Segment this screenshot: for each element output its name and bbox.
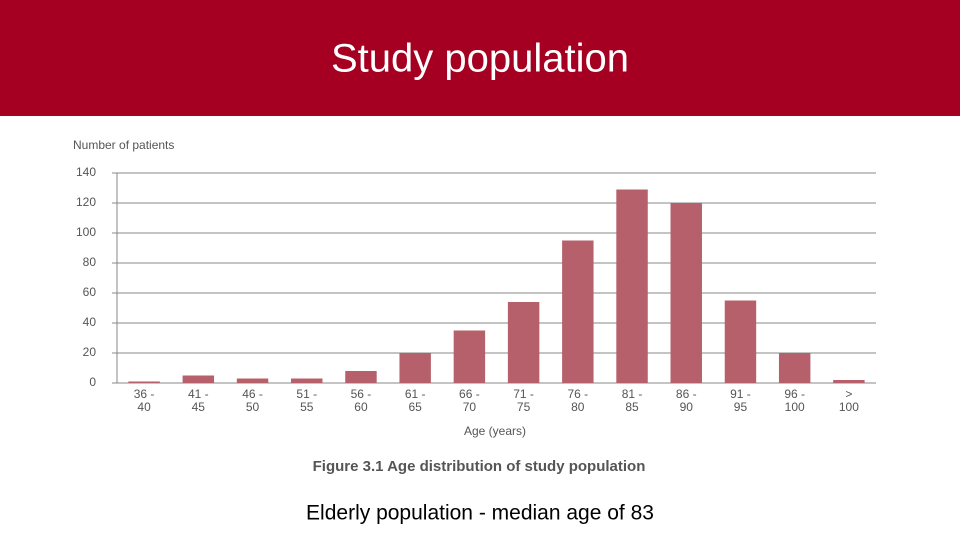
x-axis-label: Age (years) <box>464 424 526 438</box>
x-tick-label: 71 - 75 <box>513 387 534 414</box>
y-tick-label: 60 <box>83 285 97 299</box>
bar <box>453 330 486 383</box>
bar <box>182 375 215 383</box>
x-tick-label: 96 - 100 <box>784 387 806 414</box>
x-tick-label: 61 - 65 <box>404 387 426 414</box>
y-tick-label: 120 <box>76 195 96 209</box>
x-tick-label: 91 - 95 <box>730 387 751 414</box>
bar <box>778 353 811 383</box>
x-tick-label: 56 - 60 <box>350 387 372 414</box>
header-band <box>0 0 960 116</box>
x-tick-label: 86 - 90 <box>675 387 697 414</box>
y-tick-label: 80 <box>83 255 97 269</box>
bar <box>345 371 377 383</box>
figure-caption: Figure 3.1 Age distribution of study pop… <box>313 458 646 475</box>
bar <box>616 189 648 383</box>
slide-title: Study population <box>331 37 629 81</box>
x-tick-label: 76 - 80 <box>567 387 589 414</box>
bar <box>670 203 702 383</box>
bar <box>833 380 865 383</box>
bar <box>724 300 757 383</box>
y-tick-label: 40 <box>83 315 97 329</box>
x-tick-label: 41 - 45 <box>187 387 209 414</box>
bar <box>291 378 323 383</box>
x-tick-label: 81 - 85 <box>621 387 643 414</box>
y-tick-label: 0 <box>89 375 96 389</box>
x-tick-label: 46 - 50 <box>242 387 263 414</box>
y-tick-label: 20 <box>83 345 97 359</box>
bar <box>236 378 269 383</box>
bar <box>507 302 540 383</box>
x-tick-label: > 100 <box>838 387 859 414</box>
bar <box>399 353 431 383</box>
y-tick-label: 100 <box>76 225 96 239</box>
x-tick-label: 36 - 40 <box>133 387 155 414</box>
footer-text: Elderly population - median age of 83 <box>306 502 654 525</box>
x-tick-label: 66 - 70 <box>459 387 480 414</box>
x-tick-label: 51 - 55 <box>296 387 318 414</box>
bar <box>128 381 160 383</box>
y-tick-label: 140 <box>76 165 96 179</box>
bar <box>562 240 594 383</box>
y-axis-label: Number of patients <box>73 138 174 152</box>
